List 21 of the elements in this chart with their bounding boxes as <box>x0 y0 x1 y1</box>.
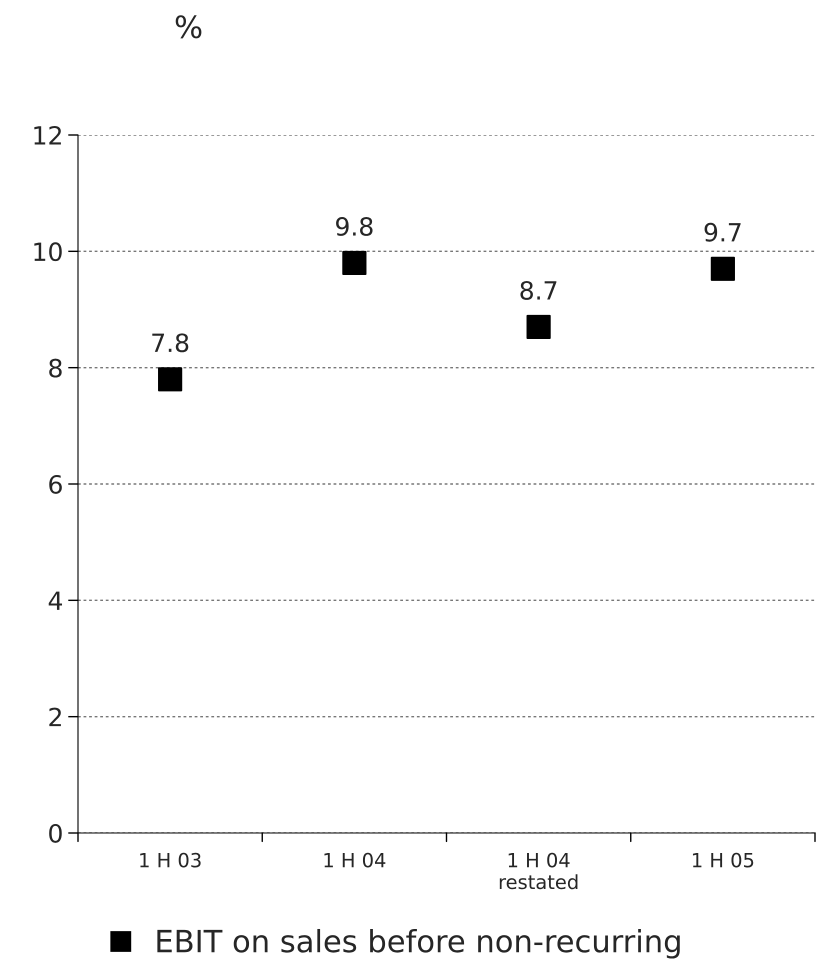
data-label: 9.7 <box>704 222 741 242</box>
legend-label: EBIT on sales before non-recurring <box>157 928 680 959</box>
data-label: 9.8 <box>336 216 373 236</box>
data-label: 7.8 <box>152 333 188 352</box>
point <box>710 256 735 281</box>
point <box>526 314 551 340</box>
y-tick-label: 2 <box>49 708 61 726</box>
y-tick-label: 6 <box>49 474 62 494</box>
x-tick-label: 1 H 04 restated <box>500 852 578 890</box>
x-tick-label: 1 H 05 <box>692 852 754 868</box>
x-tick-label: 1 H 04 <box>324 852 386 868</box>
y-tick-label: 10 <box>34 242 62 262</box>
y-tick-label: 12 <box>34 126 61 144</box>
point <box>342 250 366 276</box>
x-tick-label: 1 H 03 <box>140 852 201 868</box>
point <box>158 367 182 392</box>
data-label: 8.7 <box>520 280 556 300</box>
y-tick-label: 8 <box>49 358 62 378</box>
y-axis-title: % <box>176 15 202 38</box>
y-tick-label: 4 <box>48 592 62 610</box>
y-tick-label: 0 <box>49 824 62 843</box>
